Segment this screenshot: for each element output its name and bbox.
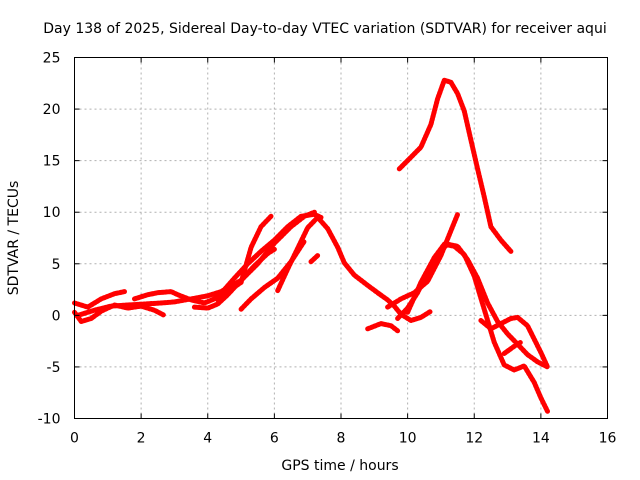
series-line-sat-k xyxy=(365,321,401,334)
y-tick-label: 5 xyxy=(52,257,61,273)
y-tick-label: -5 xyxy=(47,360,61,376)
x-tick-label: 0 xyxy=(70,431,79,447)
x-tick-label: 14 xyxy=(532,431,550,447)
series-line-sat-i xyxy=(308,253,321,265)
tick-marks xyxy=(74,57,608,419)
y-tick-label: -10 xyxy=(38,412,61,428)
chart-title: Day 138 of 2025, Sidereal Day-to-day VTE… xyxy=(43,21,606,37)
grid xyxy=(74,57,608,419)
x-axis-title: GPS time / hours xyxy=(281,458,398,474)
series-line-sat-q xyxy=(396,77,514,254)
y-tick-label: 10 xyxy=(43,205,61,221)
x-tick-label: 6 xyxy=(270,431,279,447)
series-line-sat-p xyxy=(501,339,524,356)
series-layer xyxy=(72,77,550,414)
x-tick-label: 16 xyxy=(599,431,617,447)
series-line-sat-h xyxy=(275,214,321,294)
series-line-sat-b xyxy=(72,289,127,310)
x-tick-label: 12 xyxy=(465,431,483,447)
x-tick-labels: 0 2 4 6 8 10 12 14 16 xyxy=(70,431,616,447)
series-line-sat-l xyxy=(385,211,461,310)
series-line-sat-o xyxy=(478,314,550,370)
x-tick-label: 4 xyxy=(203,431,212,447)
series-line-sat-n xyxy=(405,241,550,414)
series-line-sat-f xyxy=(215,213,274,303)
series-line-sat-j xyxy=(315,214,434,323)
x-tick-label: 10 xyxy=(399,431,417,447)
y-tick-label: 25 xyxy=(43,51,61,67)
y-tick-label: 15 xyxy=(43,154,61,170)
x-tick-label: 2 xyxy=(137,431,146,447)
series-line-sat-m xyxy=(395,241,550,370)
y-tick-label: 0 xyxy=(52,308,61,324)
x-tick-label: 8 xyxy=(337,431,346,447)
y-axis-title: SDTVAR / TECUs xyxy=(6,181,22,296)
y-tick-labels: -10 -5 0 5 10 15 20 25 xyxy=(38,51,61,428)
series-line-sat-d xyxy=(132,211,324,306)
y-tick-label: 20 xyxy=(43,102,61,118)
